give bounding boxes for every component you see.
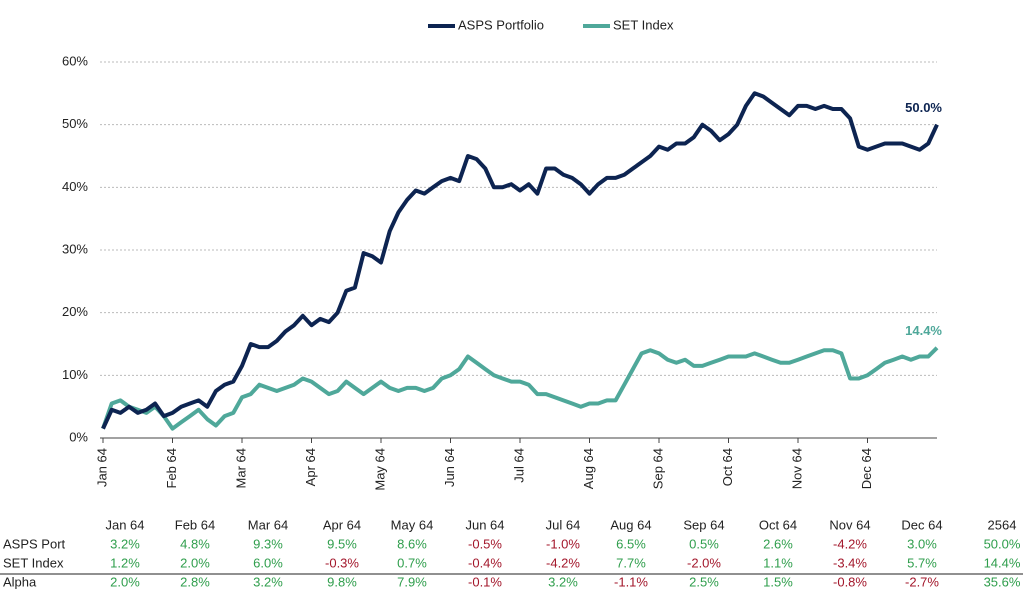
x-tick-label: Dec 64: [859, 448, 874, 489]
table-cell: -1.0%: [546, 536, 580, 551]
table-cell: 14.4%: [984, 555, 1021, 570]
table-cell: 1.5%: [763, 574, 793, 589]
table-cell: 1.2%: [110, 555, 140, 570]
table-cell: 1.1%: [763, 555, 793, 570]
y-tick-label: 50%: [62, 116, 88, 131]
table-cell: -4.2%: [546, 555, 580, 570]
line-series: [101, 91, 939, 430]
table-cell: 3.0%: [907, 536, 937, 551]
table-header: Jan 64: [105, 517, 144, 532]
table-header: Dec 64: [901, 517, 942, 532]
table-header: Oct 64: [759, 517, 797, 532]
legend-label: SET Index: [613, 17, 674, 32]
y-tick-label: 30%: [62, 241, 88, 256]
table-cell: 2.8%: [180, 574, 210, 589]
table-cell: 35.6%: [984, 574, 1021, 589]
end-label: 50.0%: [905, 100, 942, 115]
y-tick-label: 60%: [62, 53, 88, 68]
table-cell: -2.7%: [905, 574, 939, 589]
table-cell: 0.7%: [397, 555, 427, 570]
table-header: May 64: [391, 517, 434, 532]
row-label: SET Index: [3, 555, 64, 570]
table-cell: 3.2%: [110, 536, 140, 551]
table-header: Jul 64: [546, 517, 581, 532]
row-label: Alpha: [3, 574, 37, 589]
table-cell: 9.3%: [253, 536, 283, 551]
x-tick-label: Mar 64: [233, 448, 248, 488]
table-header: Mar 64: [248, 517, 288, 532]
x-tick-label: Jan 64: [94, 448, 109, 487]
table-cell: -4.2%: [833, 536, 867, 551]
table-cell: 2.6%: [763, 536, 793, 551]
table-cell: -0.1%: [468, 574, 502, 589]
table-header: Sep 64: [683, 517, 724, 532]
x-tick-label: Oct 64: [720, 448, 735, 486]
table-cell: 3.2%: [253, 574, 283, 589]
table-cell: -2.0%: [687, 555, 721, 570]
y-tick-label: 10%: [62, 367, 88, 382]
table-cell: 0.5%: [689, 536, 719, 551]
table-cell: -0.4%: [468, 555, 502, 570]
table-cell: 8.6%: [397, 536, 427, 551]
table-cell: 6.0%: [253, 555, 283, 570]
legend-label: ASPS Portfolio: [458, 17, 544, 32]
table-cell: 7.7%: [616, 555, 646, 570]
table-cell: 3.2%: [548, 574, 578, 589]
table-cell: 9.8%: [327, 574, 357, 589]
line-series: [101, 346, 939, 431]
table-cell: 2.0%: [180, 555, 210, 570]
y-tick-label: 0%: [69, 429, 88, 444]
table-header: Jun 64: [465, 517, 504, 532]
x-tick-label: Aug 64: [581, 448, 596, 489]
x-tick-label: Nov 64: [789, 448, 804, 489]
table-header: Apr 64: [323, 517, 361, 532]
x-tick-label: Feb 64: [164, 448, 179, 488]
table-cell: 9.5%: [327, 536, 357, 551]
table-cell: 7.9%: [397, 574, 427, 589]
table-cell: 5.7%: [907, 555, 937, 570]
y-tick-label: 40%: [62, 179, 88, 194]
x-tick-label: Jul 64: [511, 448, 526, 483]
table-cell: 2.0%: [110, 574, 140, 589]
table-cell: 2.5%: [689, 574, 719, 589]
table-cell: 6.5%: [616, 536, 646, 551]
table-cell: -0.8%: [833, 574, 867, 589]
table-header: Nov 64: [829, 517, 870, 532]
row-label: ASPS Port: [3, 536, 66, 551]
table-cell: -1.1%: [614, 574, 648, 589]
x-tick-label: Jun 64: [442, 448, 457, 487]
table-cell: -3.4%: [833, 555, 867, 570]
table-cell: -0.5%: [468, 536, 502, 551]
x-tick-label: May 64: [372, 448, 387, 491]
end-label: 14.4%: [905, 323, 942, 338]
y-tick-label: 20%: [62, 304, 88, 319]
table-cell: 4.8%: [180, 536, 210, 551]
table-cell: -0.3%: [325, 555, 359, 570]
table-header: Aug 64: [610, 517, 651, 532]
x-tick-label: Sep 64: [650, 448, 665, 489]
table-header: 2564: [988, 517, 1017, 532]
x-tick-label: Apr 64: [303, 448, 318, 486]
table-cell: 50.0%: [984, 536, 1021, 551]
table-header: Feb 64: [175, 517, 215, 532]
